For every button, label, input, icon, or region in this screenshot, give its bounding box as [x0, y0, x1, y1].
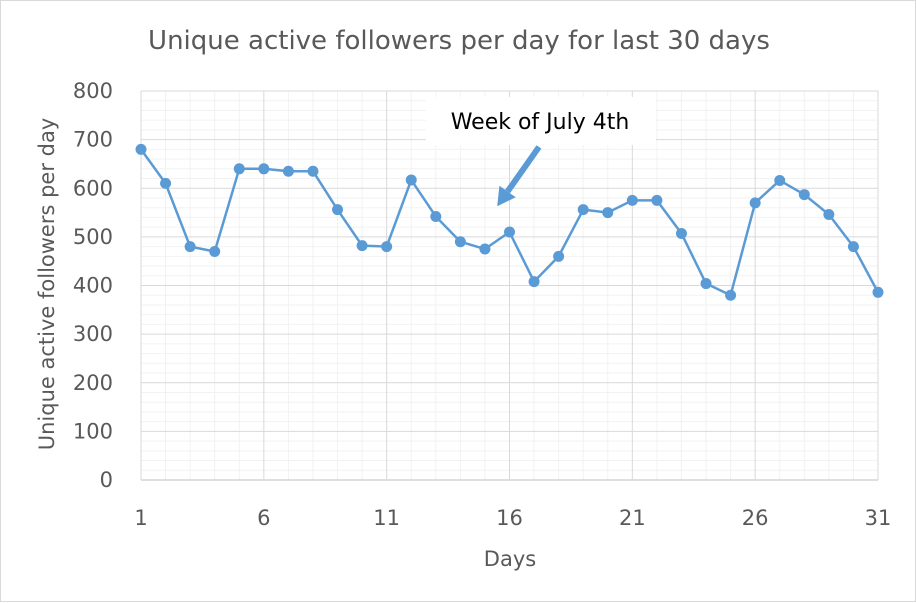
data-point — [405, 174, 417, 186]
y-tick-label: 200 — [73, 371, 113, 395]
x-tick-label: 16 — [496, 506, 523, 530]
major-gridlines — [140, 90, 879, 481]
data-point — [479, 243, 491, 255]
data-point — [233, 163, 245, 175]
data-point — [356, 240, 368, 252]
data-point — [454, 236, 466, 248]
data-point — [798, 189, 810, 201]
y-axis-title: Unique active followers per day — [35, 118, 59, 451]
data-point — [504, 226, 515, 238]
data-point — [332, 204, 344, 216]
x-tick-label: 31 — [865, 506, 892, 530]
data-point — [872, 286, 884, 298]
data-point — [847, 241, 859, 253]
data-point — [749, 197, 761, 209]
x-tick-label: 11 — [373, 506, 400, 530]
y-tick-label: 300 — [73, 322, 113, 346]
y-tick-label: 500 — [73, 225, 113, 249]
data-point — [602, 207, 614, 219]
series-layer — [135, 143, 884, 301]
annotation-box — [426, 97, 656, 145]
data-point — [626, 194, 638, 206]
data-point — [258, 163, 270, 175]
data-point — [651, 194, 663, 206]
annotation-arrow-shaft — [505, 145, 542, 194]
data-point — [774, 174, 786, 186]
data-point — [700, 278, 712, 290]
x-tick-label: 1 — [134, 506, 147, 530]
data-point — [553, 250, 565, 262]
annotation-text: Week of July 4th — [451, 110, 630, 135]
x-axis-ticks: 1 6 11 16 21 26 31 — [134, 506, 891, 530]
x-tick-label: 6 — [257, 506, 270, 530]
y-tick-label: 600 — [73, 176, 113, 200]
y-tick-label: 800 — [73, 79, 113, 103]
data-point — [823, 209, 835, 221]
data-point — [135, 143, 147, 155]
y-tick-label: 0 — [100, 468, 113, 492]
x-tick-label: 21 — [619, 506, 646, 530]
data-point — [184, 241, 196, 253]
data-point — [725, 289, 737, 301]
x-axis-title: Days — [484, 547, 536, 571]
y-tick-label: 700 — [73, 128, 113, 152]
annotation-arrow-head — [497, 185, 516, 207]
data-point — [675, 227, 687, 239]
data-point — [307, 165, 319, 177]
y-tick-label: 400 — [73, 274, 113, 298]
data-point — [528, 276, 540, 288]
chart-title: Unique active followers per day for last… — [148, 26, 770, 56]
data-point — [381, 241, 393, 253]
annotation-layer: Week of July 4th — [426, 97, 656, 207]
data-point — [430, 210, 442, 222]
data-point — [282, 165, 294, 177]
data-point — [160, 177, 172, 189]
data-point — [577, 204, 589, 216]
x-tick-label: 26 — [742, 506, 769, 530]
y-axis-ticks: 0 100 200 300 400 500 600 700 800 — [73, 79, 113, 492]
y-tick-label: 100 — [73, 419, 113, 443]
data-point — [209, 245, 221, 257]
